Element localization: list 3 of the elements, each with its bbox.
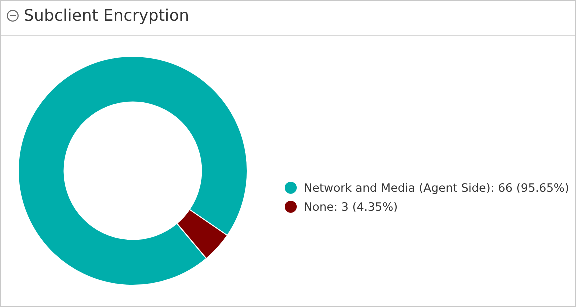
- legend-label: None: 3 (4.35%): [304, 200, 398, 214]
- legend-label: Network and Media (Agent Side): 66 (95.65%): [304, 180, 570, 194]
- chart-title: Subclient Encryption: [24, 6, 190, 25]
